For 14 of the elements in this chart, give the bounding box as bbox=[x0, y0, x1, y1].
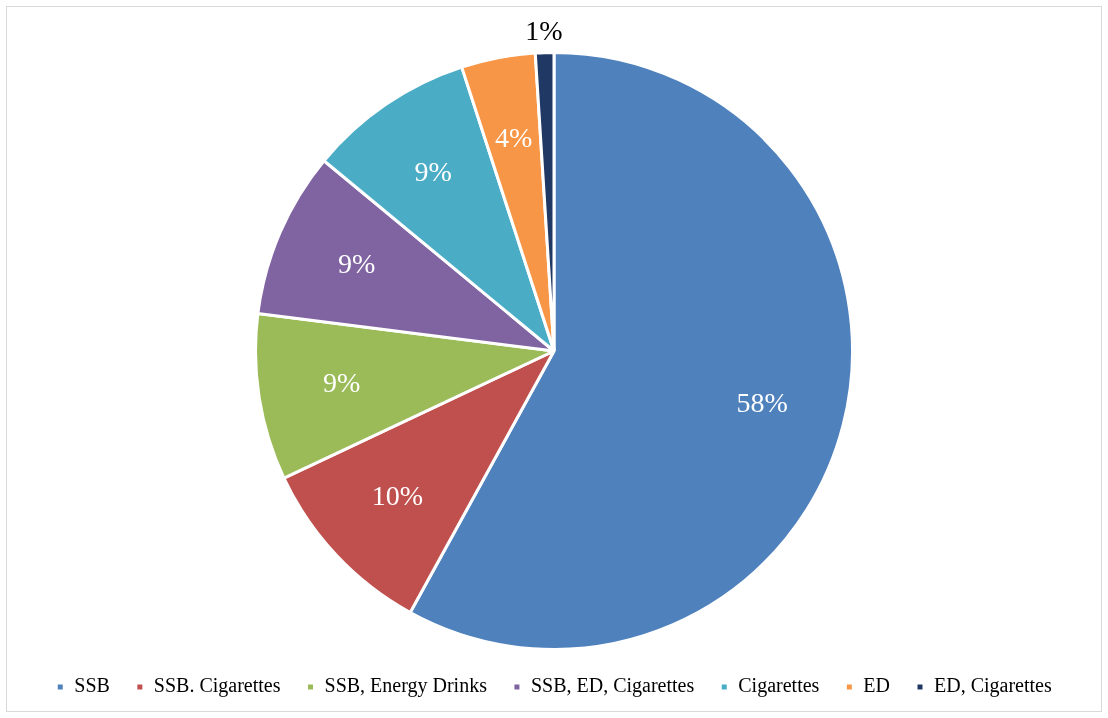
data-label: 4% bbox=[495, 122, 533, 154]
legend-label: SSB, ED, Cigarettes bbox=[530, 674, 695, 698]
data-label: 58% bbox=[736, 386, 788, 418]
legend-label: ED bbox=[863, 674, 891, 697]
legend-label: SSB, Energy Drinks bbox=[324, 674, 488, 698]
data-label: 10% bbox=[371, 480, 423, 512]
legend-label: SSB. Cigarettes bbox=[153, 674, 281, 698]
data-label: 9% bbox=[414, 155, 452, 187]
data-label: 9% bbox=[338, 248, 376, 279]
data-label: 1% bbox=[525, 15, 563, 47]
legend-label: Cigarettes bbox=[738, 674, 820, 698]
legend-label: SSB bbox=[74, 674, 110, 697]
data-label: 9% bbox=[323, 366, 361, 398]
legend-label: ED, Cigarettes bbox=[934, 674, 1052, 698]
